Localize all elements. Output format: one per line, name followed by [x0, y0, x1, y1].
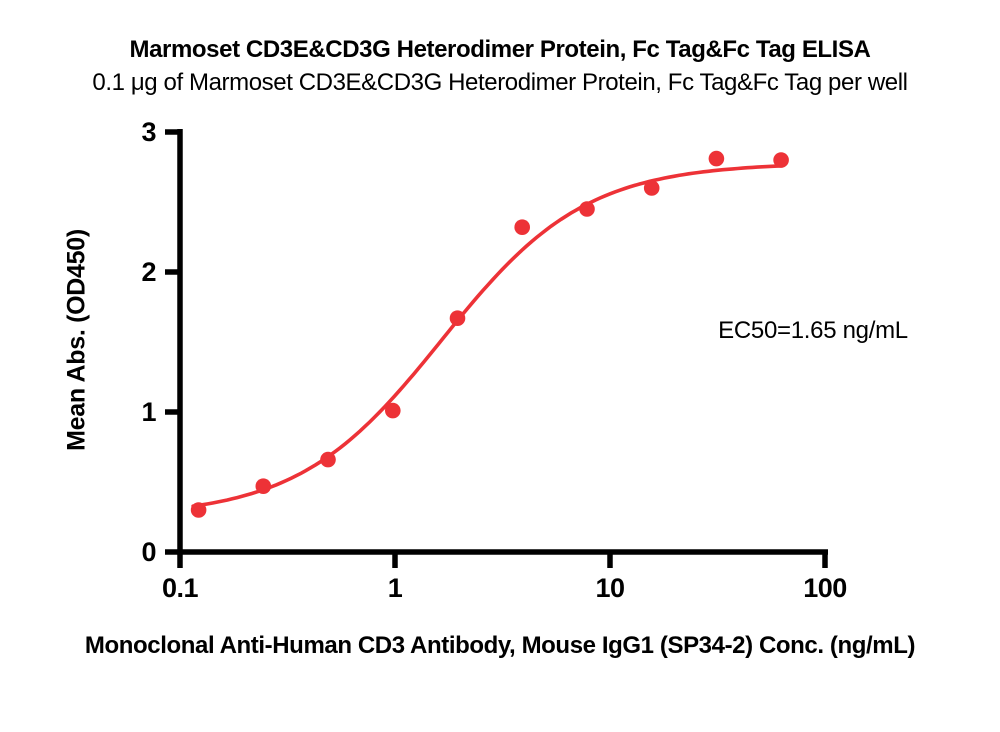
data-point	[708, 150, 725, 167]
data-point	[255, 478, 272, 495]
data-point	[449, 310, 466, 327]
x-axis-title: Monoclonal Anti-Human CD3 Antibody, Mous…	[84, 632, 916, 659]
ec50-annotation: EC50=1.65 ng/mL	[718, 317, 908, 344]
data-point	[190, 502, 207, 518]
data-point	[320, 451, 336, 468]
y-tick-label: 0	[141, 537, 156, 567]
fit-curve	[191, 164, 784, 508]
x-tick-label: 0.1	[162, 573, 199, 603]
chart-title: Marmoset CD3E&CD3G Heterodimer Protein, …	[129, 36, 871, 63]
x-tick-label: 100	[803, 573, 847, 603]
x-tick-label: 10	[595, 573, 624, 603]
x-tick-label: 1	[388, 573, 403, 603]
y-tick-label: 1	[141, 397, 156, 427]
data-point	[514, 219, 530, 235]
data-point	[385, 402, 401, 419]
data-point	[643, 180, 660, 196]
y-tick-label: 2	[141, 257, 156, 287]
chart-subtitle: 0.1 μg of Marmoset CD3E&CD3G Heterodimer…	[92, 69, 908, 96]
y-tick-label: 3	[141, 117, 156, 147]
data-point	[579, 201, 595, 217]
data-point	[773, 152, 789, 168]
